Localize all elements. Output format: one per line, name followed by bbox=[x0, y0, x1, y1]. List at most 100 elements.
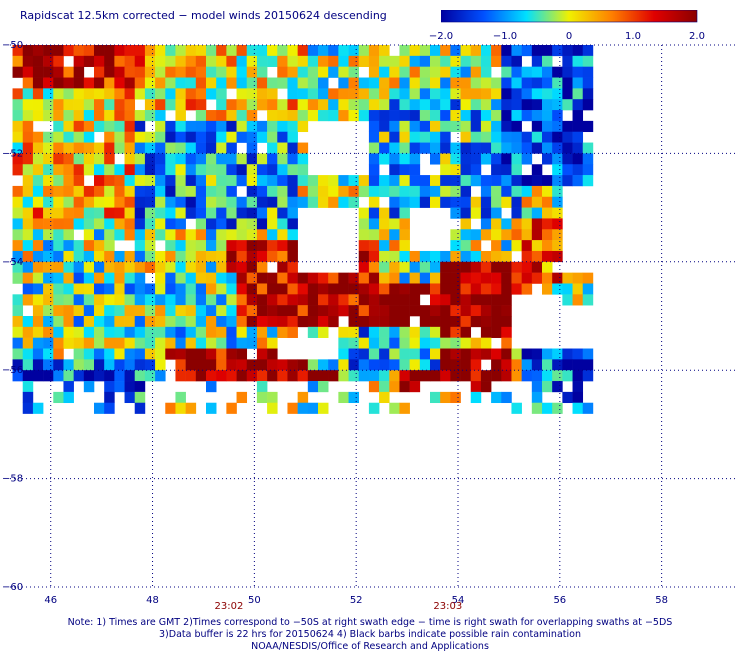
heatmap-cell bbox=[226, 142, 237, 154]
heatmap-cell bbox=[134, 142, 146, 154]
heatmap-cell bbox=[531, 88, 543, 100]
heatmap-cell bbox=[277, 207, 288, 219]
heatmap-cell bbox=[430, 110, 441, 122]
heatmap-cell bbox=[216, 55, 227, 67]
heatmap-cell bbox=[32, 142, 44, 154]
heatmap-cell bbox=[195, 283, 207, 295]
heatmap-cell bbox=[521, 196, 533, 208]
heatmap-cell bbox=[206, 337, 217, 349]
heatmap-cell bbox=[185, 229, 197, 241]
heatmap-cell bbox=[358, 272, 370, 284]
heatmap-cell bbox=[430, 337, 441, 349]
heatmap-cell bbox=[216, 250, 227, 263]
heatmap-cell bbox=[277, 77, 288, 89]
heatmap-cell bbox=[379, 99, 390, 111]
heatmap-cell bbox=[542, 207, 553, 219]
heatmap-cell bbox=[552, 45, 563, 57]
heatmap-cell bbox=[501, 110, 512, 122]
heatmap-cell bbox=[470, 294, 482, 306]
heatmap-cell bbox=[491, 131, 502, 143]
heatmap-cell bbox=[491, 175, 502, 187]
heatmap-cell bbox=[195, 316, 207, 328]
heatmap-cell bbox=[521, 359, 533, 371]
heatmap-cell bbox=[430, 294, 441, 306]
heatmap-cell bbox=[440, 305, 451, 317]
heatmap-cell bbox=[216, 294, 227, 306]
heatmap-cell bbox=[582, 294, 594, 306]
heatmap-cell bbox=[43, 305, 54, 317]
heatmap-cell bbox=[430, 250, 441, 263]
heatmap-cell bbox=[419, 359, 431, 371]
heatmap-cell bbox=[379, 45, 390, 57]
heatmap-cell bbox=[358, 175, 370, 187]
heatmap-cell bbox=[542, 99, 553, 111]
heatmap-cell bbox=[104, 164, 115, 176]
heatmap-cell bbox=[511, 348, 522, 360]
heatmap-cell bbox=[53, 261, 64, 273]
heatmap-cell bbox=[124, 196, 136, 208]
heatmap-cell bbox=[480, 250, 492, 263]
heatmap-cell bbox=[287, 77, 298, 89]
heatmap-cell bbox=[206, 326, 217, 338]
heatmap-cell bbox=[450, 99, 461, 111]
heatmap-cell bbox=[297, 185, 309, 198]
heatmap-cell bbox=[256, 153, 268, 165]
heatmap-cell bbox=[440, 250, 451, 263]
heatmap-cell bbox=[338, 45, 349, 57]
heatmap-cell bbox=[155, 218, 166, 230]
heatmap-cell bbox=[542, 55, 553, 67]
heatmap-cell bbox=[501, 164, 512, 176]
heatmap-cell bbox=[277, 110, 288, 122]
heatmap-cell bbox=[83, 261, 95, 273]
heatmap-cell bbox=[94, 88, 105, 100]
heatmap-cell bbox=[134, 229, 146, 241]
heatmap-cell bbox=[379, 55, 390, 67]
heatmap-cell bbox=[22, 88, 34, 100]
heatmap-cell bbox=[226, 45, 237, 57]
heatmap-cell bbox=[582, 153, 594, 165]
heatmap-cell bbox=[348, 316, 360, 328]
heatmap-cell bbox=[124, 370, 136, 382]
heatmap-cell bbox=[552, 164, 563, 176]
heatmap-cell bbox=[552, 283, 563, 295]
heatmap-cell bbox=[338, 99, 349, 111]
heatmap-cell bbox=[328, 88, 339, 100]
heatmap-cell bbox=[582, 359, 594, 371]
heatmap-cell bbox=[226, 55, 237, 67]
heatmap-cell bbox=[307, 316, 319, 328]
heatmap-cell bbox=[297, 359, 309, 371]
heatmap-cell bbox=[531, 381, 543, 393]
heatmap-cell bbox=[185, 142, 197, 154]
heatmap-cell bbox=[246, 142, 258, 154]
heatmap-cell bbox=[368, 120, 380, 133]
heatmap-cell bbox=[236, 120, 248, 133]
heatmap-cell bbox=[94, 175, 105, 187]
heatmap-cell bbox=[460, 175, 472, 187]
heatmap-cell bbox=[307, 294, 319, 306]
heatmap-cell bbox=[53, 185, 64, 198]
heatmap-cell bbox=[460, 153, 472, 165]
heatmap-cell bbox=[256, 218, 268, 230]
heatmap-cell bbox=[83, 77, 95, 89]
heatmap-cell bbox=[582, 55, 594, 67]
heatmap-cell bbox=[155, 283, 166, 295]
heatmap-cell bbox=[206, 381, 217, 393]
heatmap-cell bbox=[104, 261, 115, 273]
heatmap-cell bbox=[531, 45, 543, 57]
heatmap-cell bbox=[12, 131, 24, 143]
heatmap-cell bbox=[358, 305, 370, 317]
heatmap-cell bbox=[53, 359, 64, 371]
heatmap-cell bbox=[206, 164, 217, 176]
heatmap-cell bbox=[124, 381, 136, 393]
heatmap-cell bbox=[328, 294, 339, 306]
heatmap-cell bbox=[430, 272, 441, 284]
heatmap-cell bbox=[399, 283, 410, 295]
heatmap-cell bbox=[409, 326, 421, 338]
heatmap-cell bbox=[470, 305, 482, 317]
heatmap-cell bbox=[144, 55, 156, 67]
heatmap-cell bbox=[389, 337, 400, 349]
heatmap-cell bbox=[267, 175, 278, 187]
heatmap-cell bbox=[165, 131, 176, 143]
heatmap-cell bbox=[73, 348, 85, 360]
heatmap-cell bbox=[32, 359, 44, 371]
